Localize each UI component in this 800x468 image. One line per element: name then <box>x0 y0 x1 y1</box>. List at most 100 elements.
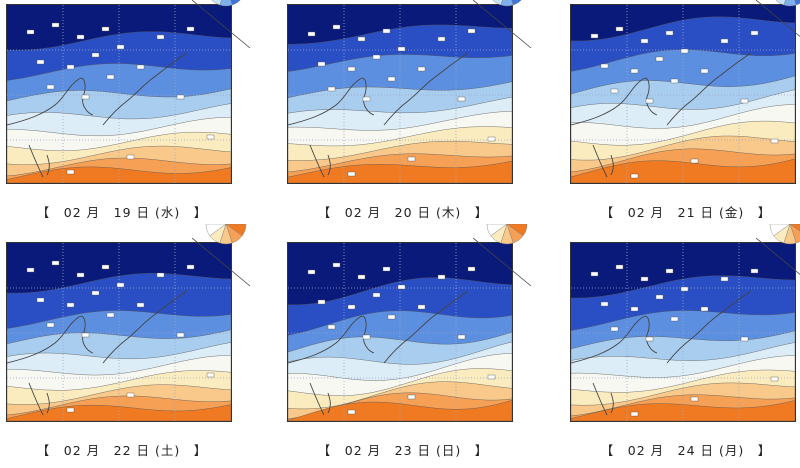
station-marker <box>66 407 75 413</box>
station-marker <box>327 86 336 92</box>
coastline <box>571 52 752 178</box>
map-panel-2: 【 02 月 20 日 (木) 】 <box>283 0 532 225</box>
map-panel-4: 【 02 月 22 日 (土) 】 <box>2 224 251 463</box>
station-marker <box>81 94 90 100</box>
dial-wedge <box>769 224 791 237</box>
station-marker <box>347 66 356 72</box>
station-marker <box>740 336 749 342</box>
station-marker <box>327 324 336 330</box>
station-marker <box>101 264 110 270</box>
station-marker <box>156 272 165 278</box>
station-marker <box>186 26 195 32</box>
temperature-band-map <box>7 5 231 183</box>
station-marker <box>645 98 654 104</box>
forecast-map-2 <box>287 4 513 184</box>
station-marker <box>700 306 709 312</box>
station-marker <box>397 284 406 290</box>
station-marker <box>397 46 406 52</box>
date-caption-5: 【 02 月 23 日 (日) 】 <box>317 443 489 458</box>
dial-pointer-line <box>192 0 251 49</box>
station-marker <box>76 34 85 40</box>
dial-pointer-line <box>756 0 800 37</box>
pointer-line <box>192 238 251 287</box>
station-marker <box>615 264 624 270</box>
station-marker <box>645 336 654 342</box>
station-marker <box>347 304 356 310</box>
color-scale-dial-icon <box>486 224 528 245</box>
station-marker <box>332 24 341 30</box>
pointer-line <box>192 0 251 49</box>
color-scale-dial-icon <box>775 0 800 7</box>
station-marker <box>66 64 75 70</box>
station-marker <box>590 33 599 39</box>
station-marker <box>630 411 639 417</box>
map-panel-3: 【 02 月 21 日 (金) 】 <box>566 0 800 225</box>
dial-wedge <box>492 0 503 6</box>
station-marker <box>610 88 619 94</box>
station-marker <box>26 267 35 273</box>
color-scale-dial-icon <box>205 224 247 245</box>
station-marker <box>106 74 115 80</box>
dial-wedge <box>211 0 222 6</box>
color-scale-dial-icon <box>211 0 241 7</box>
station-marker <box>46 84 55 90</box>
pointer-line <box>473 0 532 49</box>
station-marker <box>457 96 466 102</box>
station-marker <box>437 274 446 280</box>
station-marker <box>467 28 476 34</box>
station-marker <box>66 302 75 308</box>
forecast-map-4 <box>6 242 232 422</box>
station-marker <box>720 276 729 282</box>
station-marker <box>670 316 679 322</box>
station-marker <box>106 312 115 318</box>
station-marker <box>36 59 45 65</box>
station-marker <box>51 22 60 28</box>
date-caption-3: 【 02 月 21 日 (金) 】 <box>600 205 772 220</box>
temperature-band-map <box>288 243 512 421</box>
station-marker <box>467 266 476 272</box>
station-marker <box>630 306 639 312</box>
station-marker <box>176 332 185 338</box>
station-marker <box>136 64 145 70</box>
station-marker <box>487 374 496 380</box>
station-marker <box>362 334 371 340</box>
station-marker <box>670 78 679 84</box>
station-marker <box>372 54 381 60</box>
station-marker <box>116 44 125 50</box>
station-marker <box>347 409 356 415</box>
station-marker <box>372 292 381 298</box>
color-scale-dial-icon <box>769 224 800 245</box>
date-caption-6: 【 02 月 24 日 (月) 】 <box>600 443 772 458</box>
dial-wedge <box>205 224 227 237</box>
station-marker <box>332 262 341 268</box>
station-marker <box>156 34 165 40</box>
station-marker <box>690 396 699 402</box>
station-marker <box>680 48 689 54</box>
station-marker <box>36 297 45 303</box>
station-marker <box>655 56 664 62</box>
station-marker <box>136 302 145 308</box>
station-marker <box>600 301 609 307</box>
forecast-map-3 <box>570 4 796 184</box>
dial-pointer-line <box>192 238 251 287</box>
station-marker <box>487 136 496 142</box>
map-panel-6: 【 02 月 24 日 (月) 】 <box>566 224 800 463</box>
station-marker <box>362 96 371 102</box>
station-marker <box>126 154 135 160</box>
dial-pointer-line <box>473 0 532 49</box>
station-marker <box>387 76 396 82</box>
station-marker <box>206 134 215 140</box>
pointer-line <box>756 238 800 275</box>
dial-pointer-line <box>473 238 532 287</box>
station-marker <box>81 332 90 338</box>
station-marker <box>457 334 466 340</box>
station-marker <box>437 36 446 42</box>
station-marker <box>655 294 664 300</box>
station-marker <box>630 68 639 74</box>
temperature-band-map <box>7 243 231 421</box>
station-marker <box>700 68 709 74</box>
station-marker <box>76 272 85 278</box>
station-marker <box>357 36 366 42</box>
station-marker <box>382 28 391 34</box>
station-marker <box>615 26 624 32</box>
